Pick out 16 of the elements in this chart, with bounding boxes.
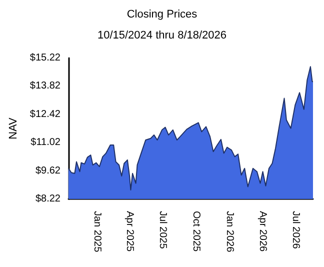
- y-tick-label: $8.22: [35, 194, 61, 204]
- y-tick-label: $15.22: [30, 52, 61, 64]
- x-tick-label: Jul 2026: [290, 211, 302, 250]
- x-tick-label: Apr 2026: [256, 211, 268, 252]
- y-tick-label: $12.42: [30, 108, 61, 120]
- chart-title: Closing Prices: [126, 8, 198, 20]
- chart-subtitle: 10/15/2024 thru 8/18/2026: [97, 30, 227, 42]
- y-tick-label: $11.02: [30, 137, 61, 148]
- x-tick-label: Jan 2025: [91, 211, 102, 253]
- x-tick-label: Oct 2025: [190, 211, 202, 252]
- x-tick-label: Jan 2026: [224, 211, 236, 253]
- y-tick-label: $9.62: [35, 165, 61, 176]
- x-tick-label: Apr 2025: [124, 211, 136, 252]
- x-tick-label: Jul 2025: [157, 211, 168, 250]
- y-tick-label: $13.82: [30, 80, 61, 92]
- y-axis-title: NAV: [8, 116, 20, 140]
